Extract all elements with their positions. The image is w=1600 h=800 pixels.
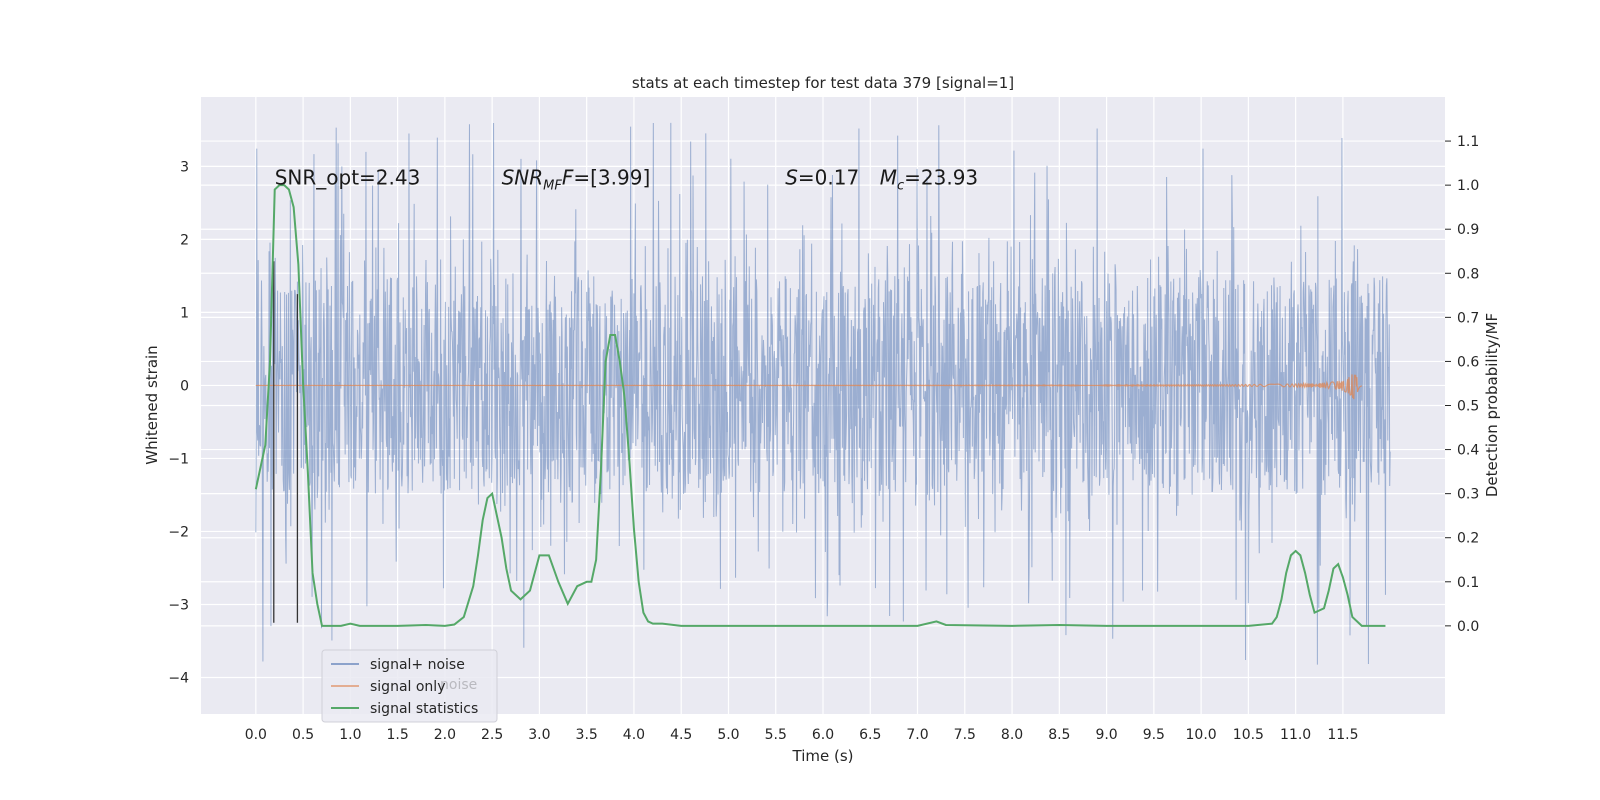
y-tick-label: 0 [180,378,189,394]
x-tick-label: 4.5 [670,727,692,743]
annotation-mc-val: Mc=23.93 [880,166,978,194]
annotation-rest: =[3.99] [573,166,650,190]
series-signal-only [255,374,1363,400]
y-right-tick-label: 0.9 [1457,222,1479,238]
series-signal-plus-noise [255,122,1391,665]
x-tick-label: 1.0 [339,727,361,743]
y-right-tick-label: 0.2 [1457,531,1479,547]
y-tick-labels: −4 −3 −2 −1 0 1 2 3 [168,159,189,686]
vertical-markers [273,261,299,623]
y-tick-label: −1 [168,451,189,467]
y-right-tick-label: 0.3 [1457,487,1479,503]
annotation-main: M [880,166,897,190]
y-right-tick-label: 1.0 [1457,178,1479,194]
x-tick-label: 1.5 [386,727,408,743]
legend-box [321,649,498,723]
annotation-main: SNR_opt=2.43 [275,166,421,190]
y-right-tick-label: 0.0 [1457,619,1479,635]
x-tick-label: 5.5 [765,727,787,743]
x-tick-label: 11.5 [1327,727,1358,743]
y-tick-label: 3 [180,159,189,175]
x-tick-label: 8.5 [1048,727,1070,743]
y-tick-label: 2 [180,232,189,248]
y-right-tick-label: 0.7 [1457,310,1479,326]
legend-entry: signal+ noise [370,657,465,673]
y-tick-label: 1 [180,305,189,321]
y-tick-label: −4 [168,670,189,686]
legend-entry: signal only [370,679,445,695]
annotations: SNR_opt=2.43 SNRMFF=[3.99] S=0.17 Mc=23.93 [275,166,978,194]
x-tick-label: 11.0 [1280,727,1311,743]
annotation-snr-mf: SNRMFF=[3.99] [502,166,651,194]
chart-title: stats at each timestep for test data 379… [632,74,1014,92]
x-tick-label: 9.0 [1095,727,1117,743]
signal-trace [255,374,1363,400]
annotation-s-val: S=0.17 [785,166,859,190]
x-axis-label: Time (s) [792,747,854,765]
annotation-subscript: c [897,179,904,194]
x-tick-label: 3.0 [528,727,550,743]
y-tick-label: −3 [168,597,189,613]
annotation-main: S [785,166,798,190]
x-tick-label: 9.5 [1143,727,1165,743]
x-tick-label: 10.0 [1186,727,1217,743]
y-right-tick-label: 1.1 [1457,134,1479,150]
legend-entry: signal statistics [370,701,478,717]
grid-lines [201,97,1445,714]
x-tick-label: 8.0 [1001,727,1023,743]
y-right-tick-label: 0.5 [1457,399,1479,415]
annotation-subscript: MF [543,179,562,194]
x-tick-label: 7.5 [954,727,976,743]
series-signal-statistics [254,184,1386,627]
x-tick-label: 0.5 [292,727,314,743]
legend: noise signal+ noise signal only signal stat… [321,649,498,723]
annotation-rest: F [562,166,574,190]
x-tick-labels: 0.0 0.5 1.0 1.5 2.0 2.5 3.0 3.5 4.0 4.5 5.0 5.5 6.0 6… [245,727,1359,743]
y-right-tick-label: 0.6 [1457,354,1479,370]
annotation-rest: =23.93 [904,166,978,190]
annotation-main: SNR [502,166,544,190]
y-tick-label: −2 [168,524,189,540]
x-tick-label: 2.0 [434,727,456,743]
y-right-tick-label: 0.8 [1457,266,1479,282]
x-tick-label: 3.5 [576,727,598,743]
legend-ghost-text: noise [440,677,477,693]
x-tick-label: 6.5 [859,727,881,743]
y-right-tick-label: 0.1 [1457,575,1479,591]
annotation-rest: =0.17 [798,166,859,190]
x-tick-label: 5.0 [717,727,739,743]
annotation-snr-opt: SNR_opt=2.43 [275,166,421,190]
y-right-tick-label: 0.4 [1457,443,1479,459]
y-right-axis-label: Detection probability/MF [1483,313,1501,497]
y-axis-label: Whitened strain [143,345,161,464]
y-right-tick-labels: 0.0 0.1 0.2 0.3 0.4 0.5 0.6 0.7 0.8 0.9 1.0 1.1 [1445,134,1479,635]
noise-trace [255,122,1391,665]
x-tick-label: 7.0 [906,727,928,743]
x-tick-label: 0.0 [245,727,267,743]
statistics-line [254,184,1386,627]
x-tick-label: 4.0 [623,727,645,743]
x-tick-label: 10.5 [1233,727,1264,743]
x-tick-label: 6.0 [812,727,834,743]
x-tick-label: 2.5 [481,727,503,743]
